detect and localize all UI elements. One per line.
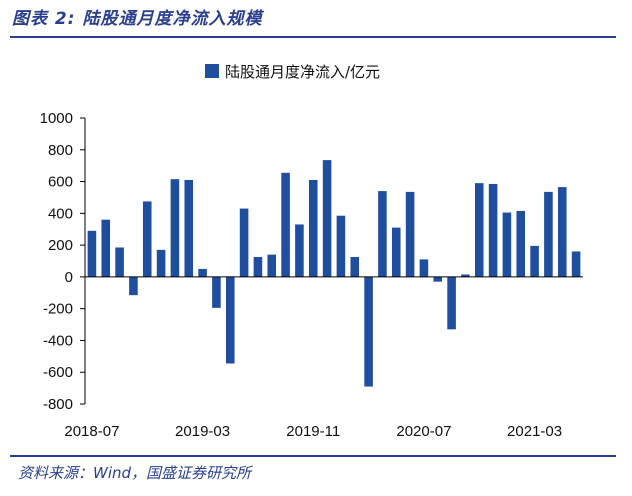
bars	[87, 160, 581, 387]
source-note: 资料来源：Wind，国盛证券研究所	[18, 464, 252, 482]
bar-2020-08	[433, 276, 443, 282]
x-tick-label: 2019-03	[175, 423, 230, 440]
bar-2018-10	[129, 276, 138, 296]
bar-2018-08	[101, 219, 111, 277]
top-divider	[10, 36, 616, 38]
y-tick-label: -400	[43, 332, 73, 349]
bar-2021-01	[502, 212, 512, 277]
bar-2018-07	[87, 230, 97, 277]
bar-2019-05	[225, 276, 235, 364]
x-tick-label: 2018-07	[64, 423, 119, 440]
bar-2020-04	[378, 191, 387, 277]
y-tick-label: 400	[48, 205, 73, 222]
y-tick-label: 600	[48, 174, 73, 191]
bar-2020-12	[488, 183, 498, 277]
legend-swatch	[205, 64, 219, 78]
bar-2020-02	[350, 257, 360, 277]
bar-2018-09	[115, 247, 124, 277]
bar-2020-03	[364, 276, 373, 387]
bar-2019-08	[267, 254, 277, 277]
y-tick-label: 800	[48, 142, 73, 159]
bar-2019-07	[253, 257, 263, 277]
bottom-divider	[10, 455, 616, 457]
bar-2020-01	[336, 215, 346, 277]
bar-2018-12	[156, 249, 166, 277]
bar-2019-03	[198, 268, 207, 277]
bar-2019-09	[281, 172, 290, 277]
bar-2019-01	[170, 179, 180, 277]
figure-title: 图表 2: 陆股通月度净流入规模	[12, 9, 263, 29]
y-tick-label: -800	[43, 396, 73, 413]
bar-2019-06	[239, 208, 249, 277]
bar-2021-05	[557, 187, 567, 277]
bar-2020-09	[447, 276, 456, 330]
y-tick-label: 200	[48, 237, 73, 254]
y-tick-label: 0	[65, 269, 73, 286]
y-tick-label: -200	[43, 301, 73, 318]
x-tick-label: 2021-03	[507, 423, 562, 440]
y-axis-ticks: 1000 800 600 400 200 0 -200 -400 -600 -800	[40, 110, 85, 413]
bar-2020-11	[474, 183, 484, 277]
bar-2019-11	[308, 179, 318, 277]
x-tick-label: 2019-11	[286, 423, 340, 440]
y-tick-label: -600	[43, 364, 73, 381]
x-tick-label: 2020-07	[396, 423, 451, 440]
bar-2020-10	[461, 274, 470, 277]
bar-2019-10	[295, 224, 304, 277]
bar-2021-02	[516, 210, 526, 277]
x-axis-ticks: 2018-07 2019-03 2019-11 2020-07 2021-03	[64, 423, 562, 440]
bar-2019-12	[322, 160, 332, 277]
legend: 陆股通月度净流入/亿元	[205, 63, 380, 81]
bar-2019-04	[212, 276, 221, 308]
bar-2021-04	[544, 191, 553, 277]
bar-2019-02	[184, 179, 194, 277]
legend-label: 陆股通月度净流入/亿元	[225, 63, 380, 81]
bar-2020-06	[405, 191, 415, 277]
bar-2021-06	[571, 251, 581, 277]
bar-2021-03	[530, 245, 539, 277]
bar-2020-07	[419, 259, 429, 277]
bar-2018-11	[142, 201, 152, 277]
y-tick-label: 1000	[40, 110, 73, 127]
bar-2020-05	[391, 227, 401, 277]
